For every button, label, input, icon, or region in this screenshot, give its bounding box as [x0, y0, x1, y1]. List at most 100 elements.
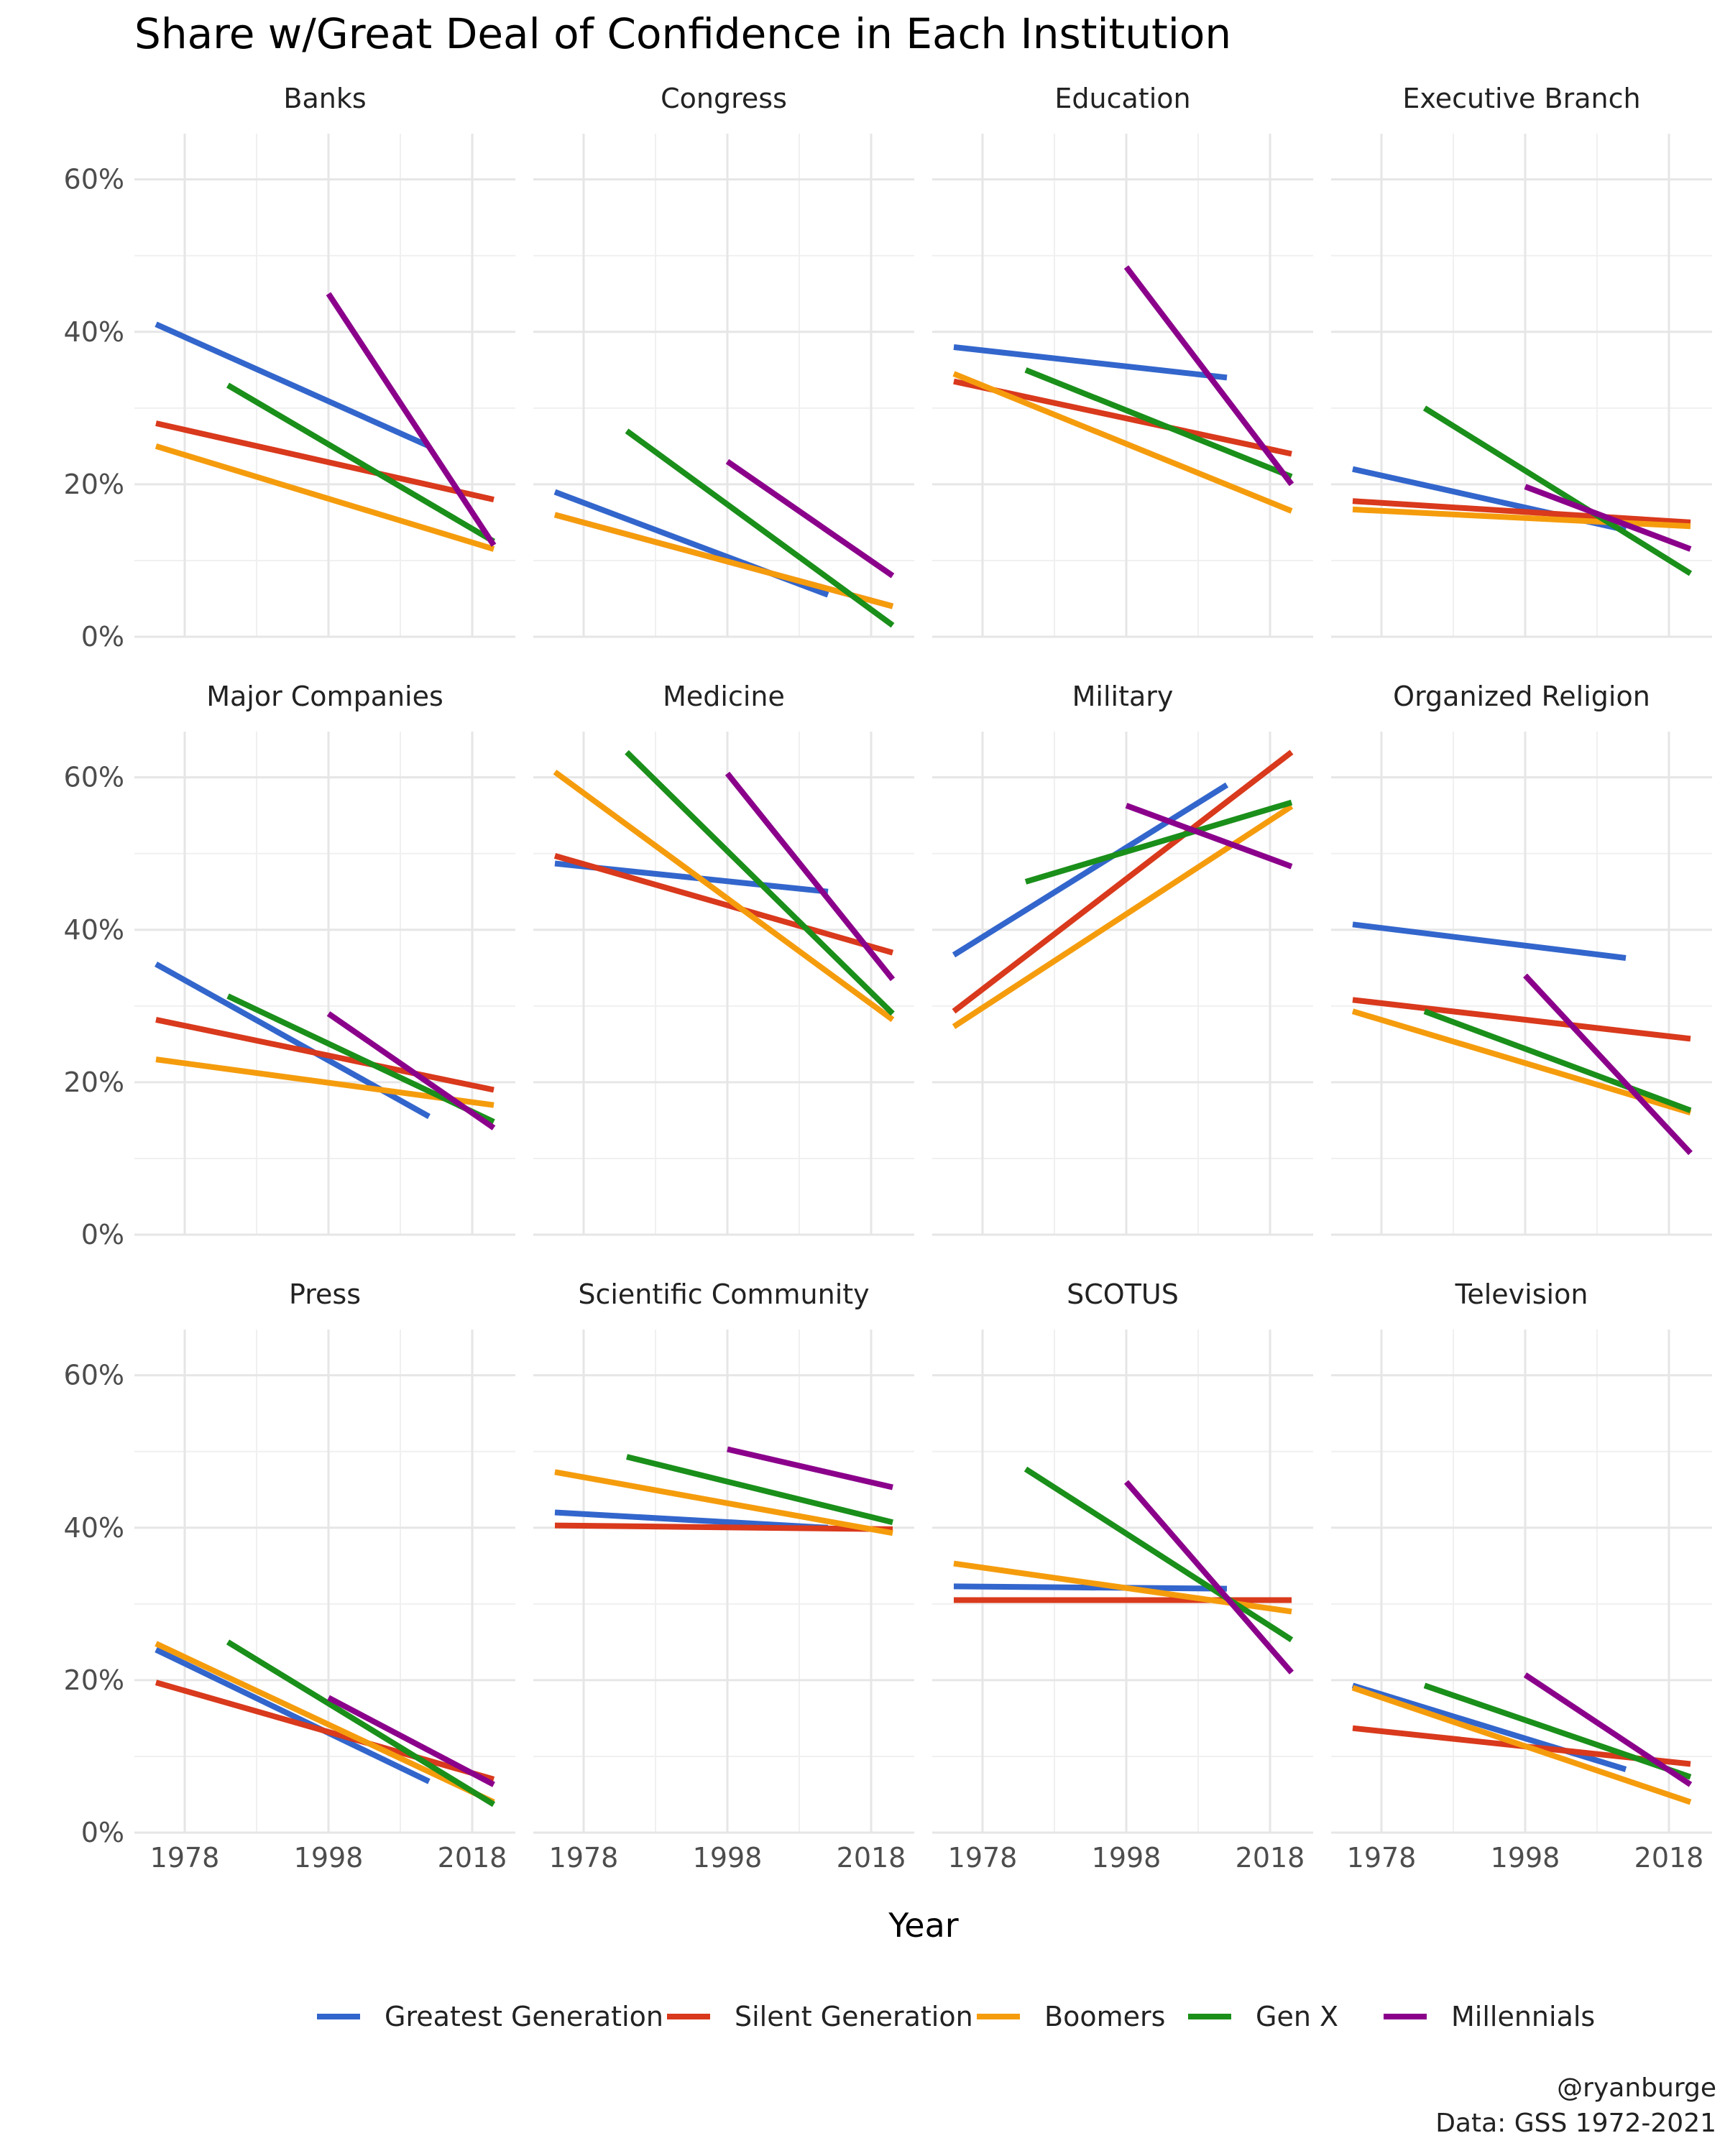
series-line-boomers: [1352, 506, 1691, 530]
series-line-millennials: [1523, 973, 1693, 1156]
x-tick-label: 2018: [837, 1842, 906, 1874]
caption-source: Data: GSS 1972-2021: [1435, 2109, 1716, 2138]
x-tick-label: 1978: [549, 1842, 619, 1874]
y-tick-label: 60%: [64, 164, 124, 195]
series-line-millennials: [1123, 1480, 1294, 1674]
series-line-greatest-generation: [155, 1646, 431, 1784]
y-tick-label: 40%: [64, 914, 124, 946]
series-line-gen-x: [1423, 1682, 1692, 1780]
caption-handle: @ryanburge: [1557, 2073, 1716, 2103]
series-line-boomers: [1351, 1685, 1692, 1805]
series-line-gen-x: [1024, 367, 1293, 480]
series-line-millennials: [327, 1695, 495, 1787]
series-line-millennials: [1523, 1672, 1693, 1787]
x-tick-label: 1998: [1092, 1842, 1162, 1874]
series-line-boomers: [554, 1469, 893, 1537]
facet-title: Medicine: [663, 681, 785, 712]
series-line-gen-x: [1024, 799, 1293, 885]
x-tick-label: 1998: [1491, 1842, 1560, 1874]
series-line-gen-x: [625, 750, 895, 1016]
facet-title: Military: [1072, 681, 1174, 712]
y-tick-label: 60%: [64, 1360, 124, 1391]
series-line-millennials: [1125, 803, 1293, 870]
series-line-gen-x: [226, 993, 495, 1125]
legend-item-millennials: Millennials: [1384, 2001, 1595, 2032]
series-line-millennials: [1524, 484, 1692, 552]
series-line-greatest-generation: [1352, 921, 1627, 961]
series-line-gen-x: [226, 1639, 496, 1807]
series-line-millennials: [724, 771, 896, 982]
facet-organized-religion: Organized Religion: [1331, 681, 1712, 1236]
series-line-greatest-generation: [155, 321, 431, 449]
legend-label: Silent Generation: [735, 2001, 973, 2032]
facet-title: Press: [289, 1279, 361, 1310]
series-line-millennials: [326, 1011, 496, 1130]
y-tick-label: 20%: [64, 469, 124, 500]
facet-press: Press 0% 20% 40% 60% 1978 1998 2018: [64, 1279, 515, 1874]
facet-grid: Banks 0% 20% 40% 60% Congress Education Executi…: [64, 83, 1712, 1874]
x-tick-label: 1978: [1347, 1842, 1417, 1874]
x-axis-title: Year: [888, 1906, 958, 1945]
legend-label: Boomers: [1044, 2001, 1165, 2032]
facet-banks: Banks 0% 20% 40% 60%: [64, 83, 515, 653]
series-line-silent-generation: [155, 420, 494, 503]
y-tick-label: 60%: [64, 762, 124, 793]
y-tick-label: 40%: [64, 316, 124, 348]
series-line-boomers: [952, 371, 1293, 514]
series-line-gen-x: [626, 1454, 893, 1526]
series-line-gen-x: [226, 382, 496, 544]
facet-television: Television 1978 1998 2018: [1331, 1279, 1712, 1874]
chart-title: Share w/Great Deal of Confidence in Each…: [134, 9, 1231, 58]
facet-executive-branch: Executive Branch: [1331, 83, 1712, 638]
series-line-silent-generation: [155, 1680, 495, 1782]
x-tick-label: 1998: [693, 1842, 763, 1874]
y-tick-label: 0%: [81, 1219, 124, 1250]
legend-item-silent-generation: Silent Generation: [667, 2001, 973, 2032]
series-line-boomers: [952, 803, 1294, 1029]
series-line-silent-generation: [953, 378, 1292, 457]
legend-item-greatest-generation: Greatest Generation: [317, 2001, 663, 2032]
legend-label: Gen X: [1256, 2001, 1338, 2032]
series-line-boomers: [155, 1641, 495, 1805]
series-line-millennials: [725, 459, 895, 579]
facet-title: Scientific Community: [578, 1279, 869, 1310]
series-line-gen-x: [1024, 1466, 1294, 1643]
series-line-silent-generation: [554, 1522, 893, 1532]
series-line-millennials: [727, 1446, 893, 1491]
facet-major-companies: Major Companies 0% 20% 40% 60%: [64, 681, 515, 1250]
x-tick-label: 2018: [438, 1842, 507, 1874]
facet-medicine: Medicine: [533, 681, 914, 1236]
x-tick-label: 1998: [294, 1842, 364, 1874]
facet-congress: Congress: [533, 83, 914, 638]
x-tick-label: 1978: [150, 1842, 220, 1874]
facet-scientific-community: Scientific Community 1978 1998 2018: [533, 1279, 914, 1874]
series-line-silent-generation: [1352, 997, 1691, 1042]
series-line-silent-generation: [155, 1016, 494, 1093]
series-line-silent-generation: [1352, 498, 1691, 525]
series-line-boomers: [553, 512, 894, 609]
series-line-millennials: [1123, 265, 1294, 487]
facet-scotus: SCOTUS 1978 1998 2018: [932, 1279, 1313, 1874]
x-tick-label: 2018: [1236, 1842, 1305, 1874]
facet-title: Education: [1054, 83, 1190, 114]
legend: Greatest Generation Silent Generation Boom…: [317, 2001, 1595, 2032]
facet-title: Television: [1455, 1279, 1588, 1310]
legend-item-boomers: Boomers: [977, 2001, 1165, 2032]
facet-education: Education: [932, 83, 1313, 638]
series-line-millennials: [326, 292, 497, 547]
legend-item-gen-x: Gen X: [1188, 2001, 1338, 2032]
facet-title: Banks: [283, 83, 366, 114]
series-line-gen-x: [1422, 405, 1693, 576]
x-tick-label: 1978: [948, 1842, 1018, 1874]
facet-title: Major Companies: [206, 681, 443, 712]
facet-title: SCOTUS: [1067, 1279, 1179, 1310]
series-line-greatest-generation: [953, 1583, 1228, 1592]
y-tick-label: 40%: [64, 1512, 124, 1544]
series-line-boomers: [553, 769, 895, 1023]
x-tick-label: 2018: [1634, 1842, 1704, 1874]
y-tick-label: 0%: [81, 1817, 124, 1848]
series-line-silent-generation: [553, 853, 894, 956]
series-line-gen-x: [1423, 1008, 1692, 1113]
series-line-greatest-generation: [952, 782, 1229, 958]
